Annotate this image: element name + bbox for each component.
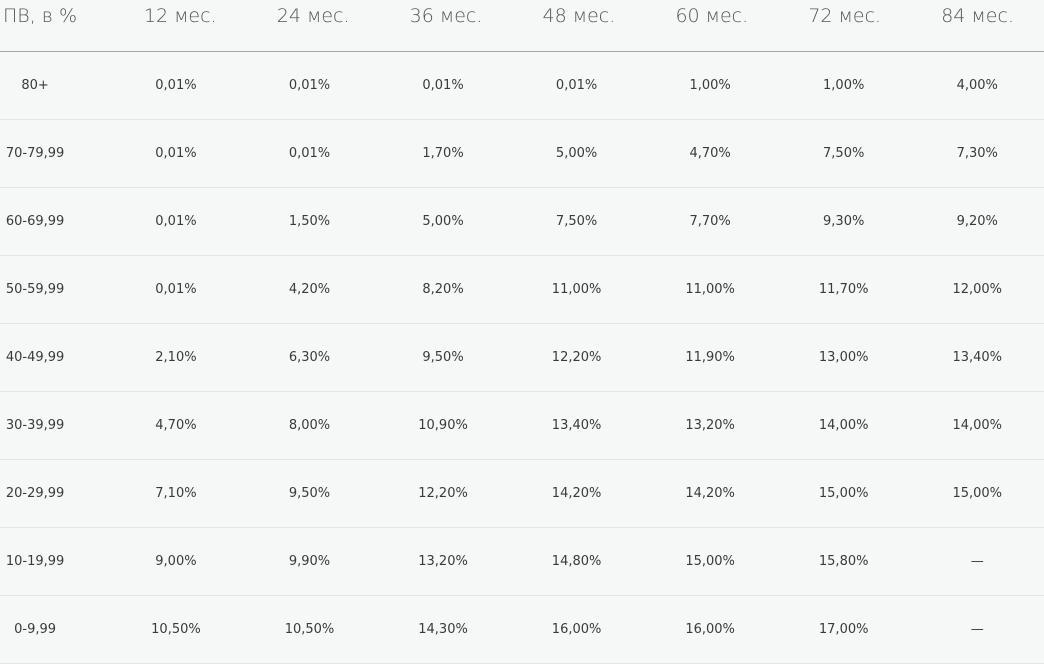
table-row: 40-49,99 2,10% 6,30% 9,50% 12,20% 11,90% 13,00… — [0, 324, 1044, 392]
table-row: 30-39,99 4,70% 8,00% 10,90% 13,40% 13,20% 14,0… — [0, 392, 1044, 460]
table-cell: 10,50% — [151, 622, 201, 637]
table-cell: 1,00% — [823, 78, 865, 93]
column-header: 36 мес. — [409, 5, 483, 27]
table-cell: 0-9,99 — [14, 622, 57, 637]
table-cell: 9,50% — [422, 350, 464, 365]
table-row: 60-69,99 0,01% 1,50% 5,00% 7,50% 7,70% 9,30% 9,… — [0, 188, 1044, 256]
column-header: ПВ, в % — [3, 5, 78, 27]
table-cell: 20-29,99 — [5, 486, 65, 501]
table-cell: 9,90% — [288, 554, 331, 569]
table-row: 20-29,99 7,10% 9,50% 12,20% 14,20% 14,20% 15,0… — [0, 460, 1044, 528]
table-cell: 14,30% — [418, 622, 468, 637]
table-cell: 70-79,99 — [5, 146, 65, 161]
table-cell: 1,50% — [288, 214, 331, 229]
table-row: 70-79,99 0,01% 0,01% 1,70% 5,00% 4,70% 7,50% 7,… — [0, 120, 1044, 188]
table-row: 10-19,99 9,00% 9,90% 13,20% 14,80% 15,00% 15,8… — [0, 528, 1044, 596]
table-cell: — — [970, 554, 984, 569]
column-header: 60 мес. — [675, 5, 749, 27]
table-cell: 60-69,99 — [5, 214, 65, 229]
table-cell: 11,00% — [551, 282, 602, 297]
table-row: 80+ 0,01% 0,01% 0,01% 0,01% 1,00% 1,00% 4,00% — [0, 52, 1044, 120]
table-cell: 7,30% — [956, 146, 998, 161]
table-cell: 7,50% — [555, 214, 598, 229]
table-cell: 6,30% — [288, 350, 331, 365]
table-cell: 13,00% — [818, 350, 869, 365]
table-cell: 13,20% — [685, 418, 735, 433]
table-cell: 1,70% — [422, 146, 464, 161]
table-cell: 13,40% — [551, 418, 602, 433]
table-cell: 15,00% — [818, 486, 869, 501]
header-row: ПВ, в % 12 мес. 24 мес. 36 мес. 48 мес. 60 ме… — [0, 0, 1044, 52]
table-cell: 9,20% — [956, 214, 998, 229]
column-header: 24 мес. — [276, 5, 350, 27]
table-cell: 11,90% — [685, 350, 735, 365]
table-cell: 80+ — [21, 78, 49, 93]
table-cell: 30-39,99 — [5, 418, 65, 433]
table-cell: 10,50% — [284, 622, 335, 637]
table-cell: 4,70% — [155, 418, 197, 433]
column-header: 84 мес. — [941, 5, 1014, 27]
table-cell: 4,70% — [689, 146, 731, 161]
table-cell: 5,00% — [555, 146, 598, 161]
table-cell: 13,20% — [418, 554, 468, 569]
table-cell: 5,00% — [422, 214, 464, 229]
table-cell: 14,00% — [952, 418, 1003, 433]
table-cell: 1,00% — [689, 78, 731, 93]
table-cell: 15,80% — [818, 554, 869, 569]
table-cell: 4,20% — [288, 282, 331, 297]
table-cell: 13,40% — [952, 350, 1003, 365]
table-row: 50-59,99 0,01% 4,20% 8,20% 11,00% 11,00% 11,70… — [0, 256, 1044, 324]
table-cell: 12,00% — [952, 282, 1003, 297]
table-cell: 14,80% — [551, 554, 602, 569]
column-header: 48 мес. — [542, 5, 616, 27]
table-cell: 0,01% — [155, 78, 197, 93]
table-cell: 0,01% — [555, 78, 598, 93]
table-cell: 15,00% — [685, 554, 735, 569]
table-cell: 4,00% — [956, 78, 998, 93]
table-cell: 11,00% — [685, 282, 735, 297]
table-cell: 0,01% — [288, 146, 331, 161]
table-cell: 10,90% — [418, 418, 468, 433]
table-cell: 7,70% — [689, 214, 731, 229]
table-cell: 8,20% — [422, 282, 464, 297]
table-cell: 16,00% — [551, 622, 602, 637]
table-cell: 0,01% — [155, 146, 197, 161]
column-header: 12 мес. — [143, 5, 217, 27]
table-cell: 9,50% — [288, 486, 331, 501]
table-cell: 10-19,99 — [5, 554, 65, 569]
table-cell: 0,01% — [422, 78, 464, 93]
table-cell: 12,20% — [551, 350, 602, 365]
table-cell: 0,01% — [155, 214, 197, 229]
table-cell: 16,00% — [685, 622, 735, 637]
table-cell: 50-59,99 — [5, 282, 65, 297]
table-cell: 9,30% — [823, 214, 865, 229]
table-cell: 12,20% — [418, 486, 468, 501]
table-cell: 7,10% — [155, 486, 197, 501]
table-cell: 17,00% — [818, 622, 869, 637]
column-header: 72 мес. — [808, 5, 882, 27]
table-cell: 7,50% — [823, 146, 865, 161]
table-cell: 14,20% — [685, 486, 735, 501]
table-cell: 40-49,99 — [5, 350, 65, 365]
table-cell: 11,70% — [818, 282, 869, 297]
table-cell: 14,20% — [551, 486, 602, 501]
table-cell: 2,10% — [155, 350, 197, 365]
table-cell: 0,01% — [288, 78, 331, 93]
table-cell: 8,00% — [288, 418, 331, 433]
table-row: 0-9,99 10,50% 10,50% 14,30% 16,00% 16,00% 17,0… — [0, 596, 1044, 664]
table-cell: 0,01% — [155, 282, 197, 297]
table-cell: 15,00% — [952, 486, 1003, 501]
table-cell: — — [970, 622, 984, 637]
table-cell: 14,00% — [818, 418, 869, 433]
table-cell: 9,00% — [155, 554, 197, 569]
